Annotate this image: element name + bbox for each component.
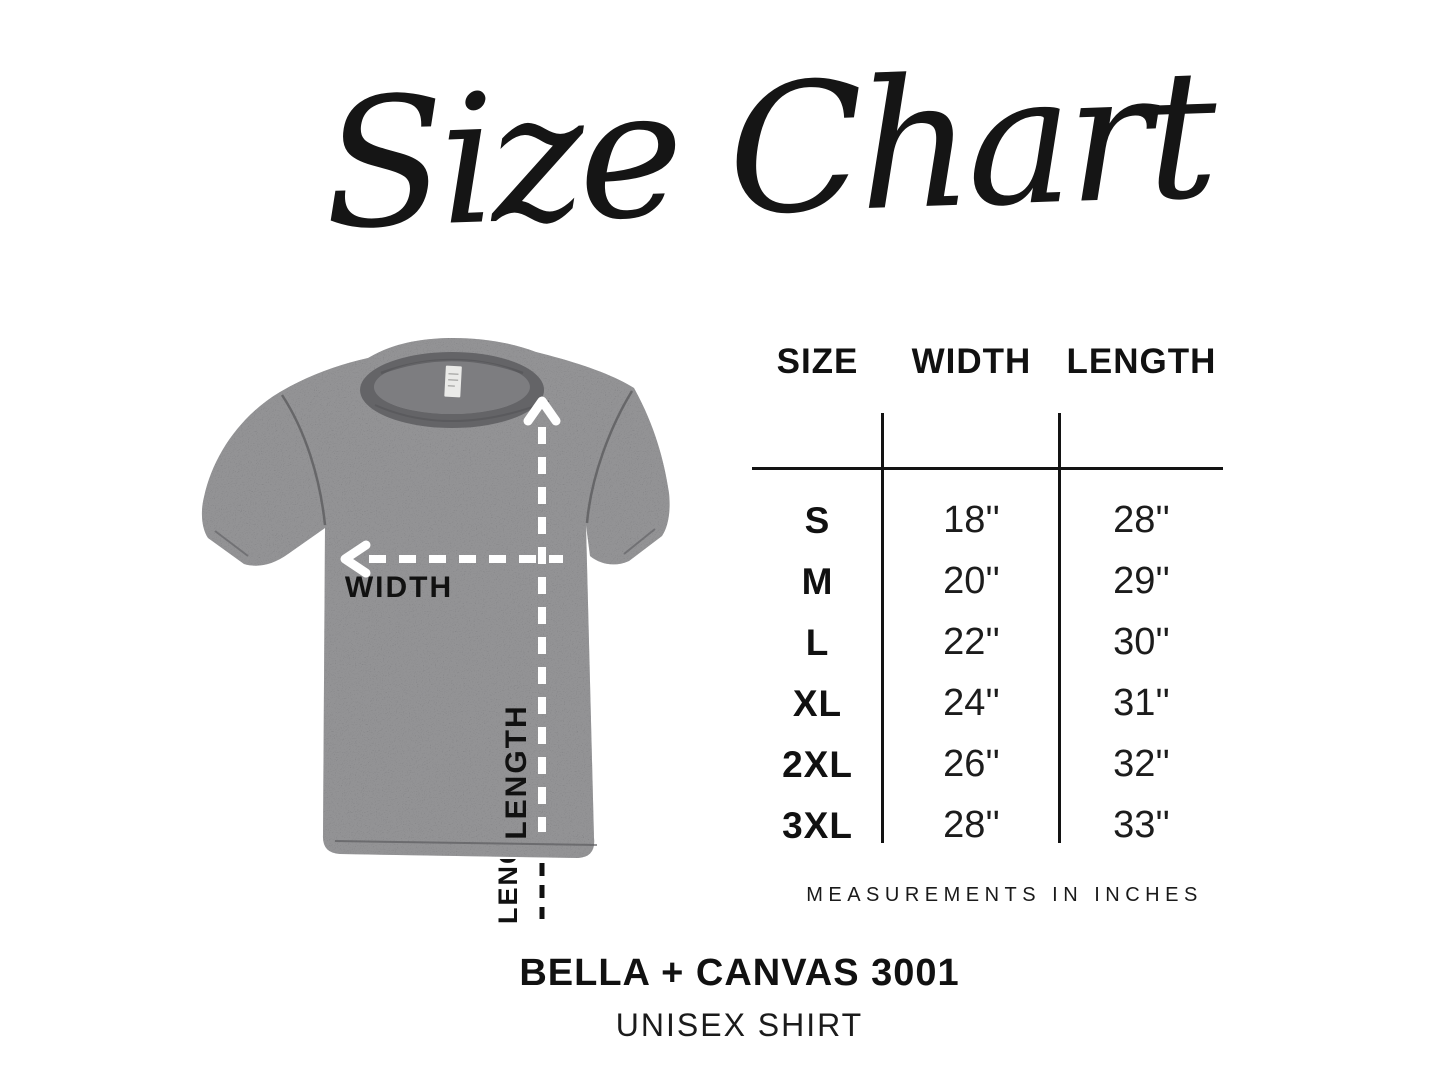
width-cell: 22'' <box>943 621 1000 663</box>
table-header-row: SIZE WIDTH LENGTH <box>752 342 1223 382</box>
size-cell: 3XL <box>782 804 853 846</box>
size-table: SIZE WIDTH LENGTH S 18'' 28'' M 20'' 29'… <box>752 330 1223 950</box>
length-label: LENGTH <box>500 704 533 839</box>
table-header-size: SIZE <box>776 342 859 381</box>
table-divider-vertical-2 <box>1058 413 1061 843</box>
length-cell: 32'' <box>1113 743 1170 785</box>
width-label: WIDTH <box>345 571 453 604</box>
length-cell: 28'' <box>1113 499 1170 541</box>
table-row: S 18'' 28'' <box>752 490 1223 551</box>
length-cell: 30'' <box>1113 621 1170 663</box>
shirt-seams <box>214 390 656 846</box>
measurements-note: MEASUREMENTS IN INCHES <box>806 884 1203 906</box>
page-title: Size Chart <box>320 30 1215 269</box>
width-cell: 20'' <box>943 560 1000 602</box>
table-row: XL 24'' 31'' <box>752 673 1223 734</box>
table-header-length: LENGTH <box>1066 342 1217 381</box>
length-label-clipped: LENGTH <box>493 801 523 924</box>
table-body: S 18'' 28'' M 20'' 29'' L 22'' 30'' XL 2… <box>752 490 1223 856</box>
product-type: UNISEX SHIRT <box>615 1007 864 1043</box>
size-cell: XL <box>792 682 843 724</box>
arrow-left-icon <box>340 540 371 578</box>
size-cell: L <box>805 621 830 663</box>
table-row: M 20'' 29'' <box>752 551 1223 612</box>
measurement-lines <box>340 396 563 919</box>
width-cell: 28'' <box>943 804 1000 846</box>
collar <box>360 352 550 428</box>
table-divider-horizontal <box>752 467 1223 470</box>
width-cell: 26'' <box>943 743 1000 785</box>
product-info: BELLA + CANVAS 3001 UNISEX SHIRT <box>17 952 1445 1044</box>
product-name: BELLA + CANVAS 3001 <box>519 952 960 994</box>
table-row: 3XL 28'' 33'' <box>752 795 1223 856</box>
table-divider-vertical-1 <box>881 413 884 843</box>
length-cell: 33'' <box>1113 804 1170 846</box>
table-row: 2XL 26'' 32'' <box>752 734 1223 795</box>
size-cell: S <box>804 499 831 541</box>
arrow-up-icon <box>523 396 561 426</box>
size-cell: 2XL <box>782 743 853 785</box>
tshirt-diagram: WIDTH LENGTH LENGTH <box>185 335 685 955</box>
table-row: L 22'' 30'' <box>752 612 1223 673</box>
table-header-width: WIDTH <box>911 342 1032 381</box>
size-cell: M <box>801 560 834 602</box>
care-tag <box>444 365 462 398</box>
width-cell: 18'' <box>943 499 1000 541</box>
length-cell: 31'' <box>1113 682 1170 724</box>
length-cell: 29'' <box>1113 560 1170 602</box>
width-cell: 24'' <box>943 682 1000 724</box>
